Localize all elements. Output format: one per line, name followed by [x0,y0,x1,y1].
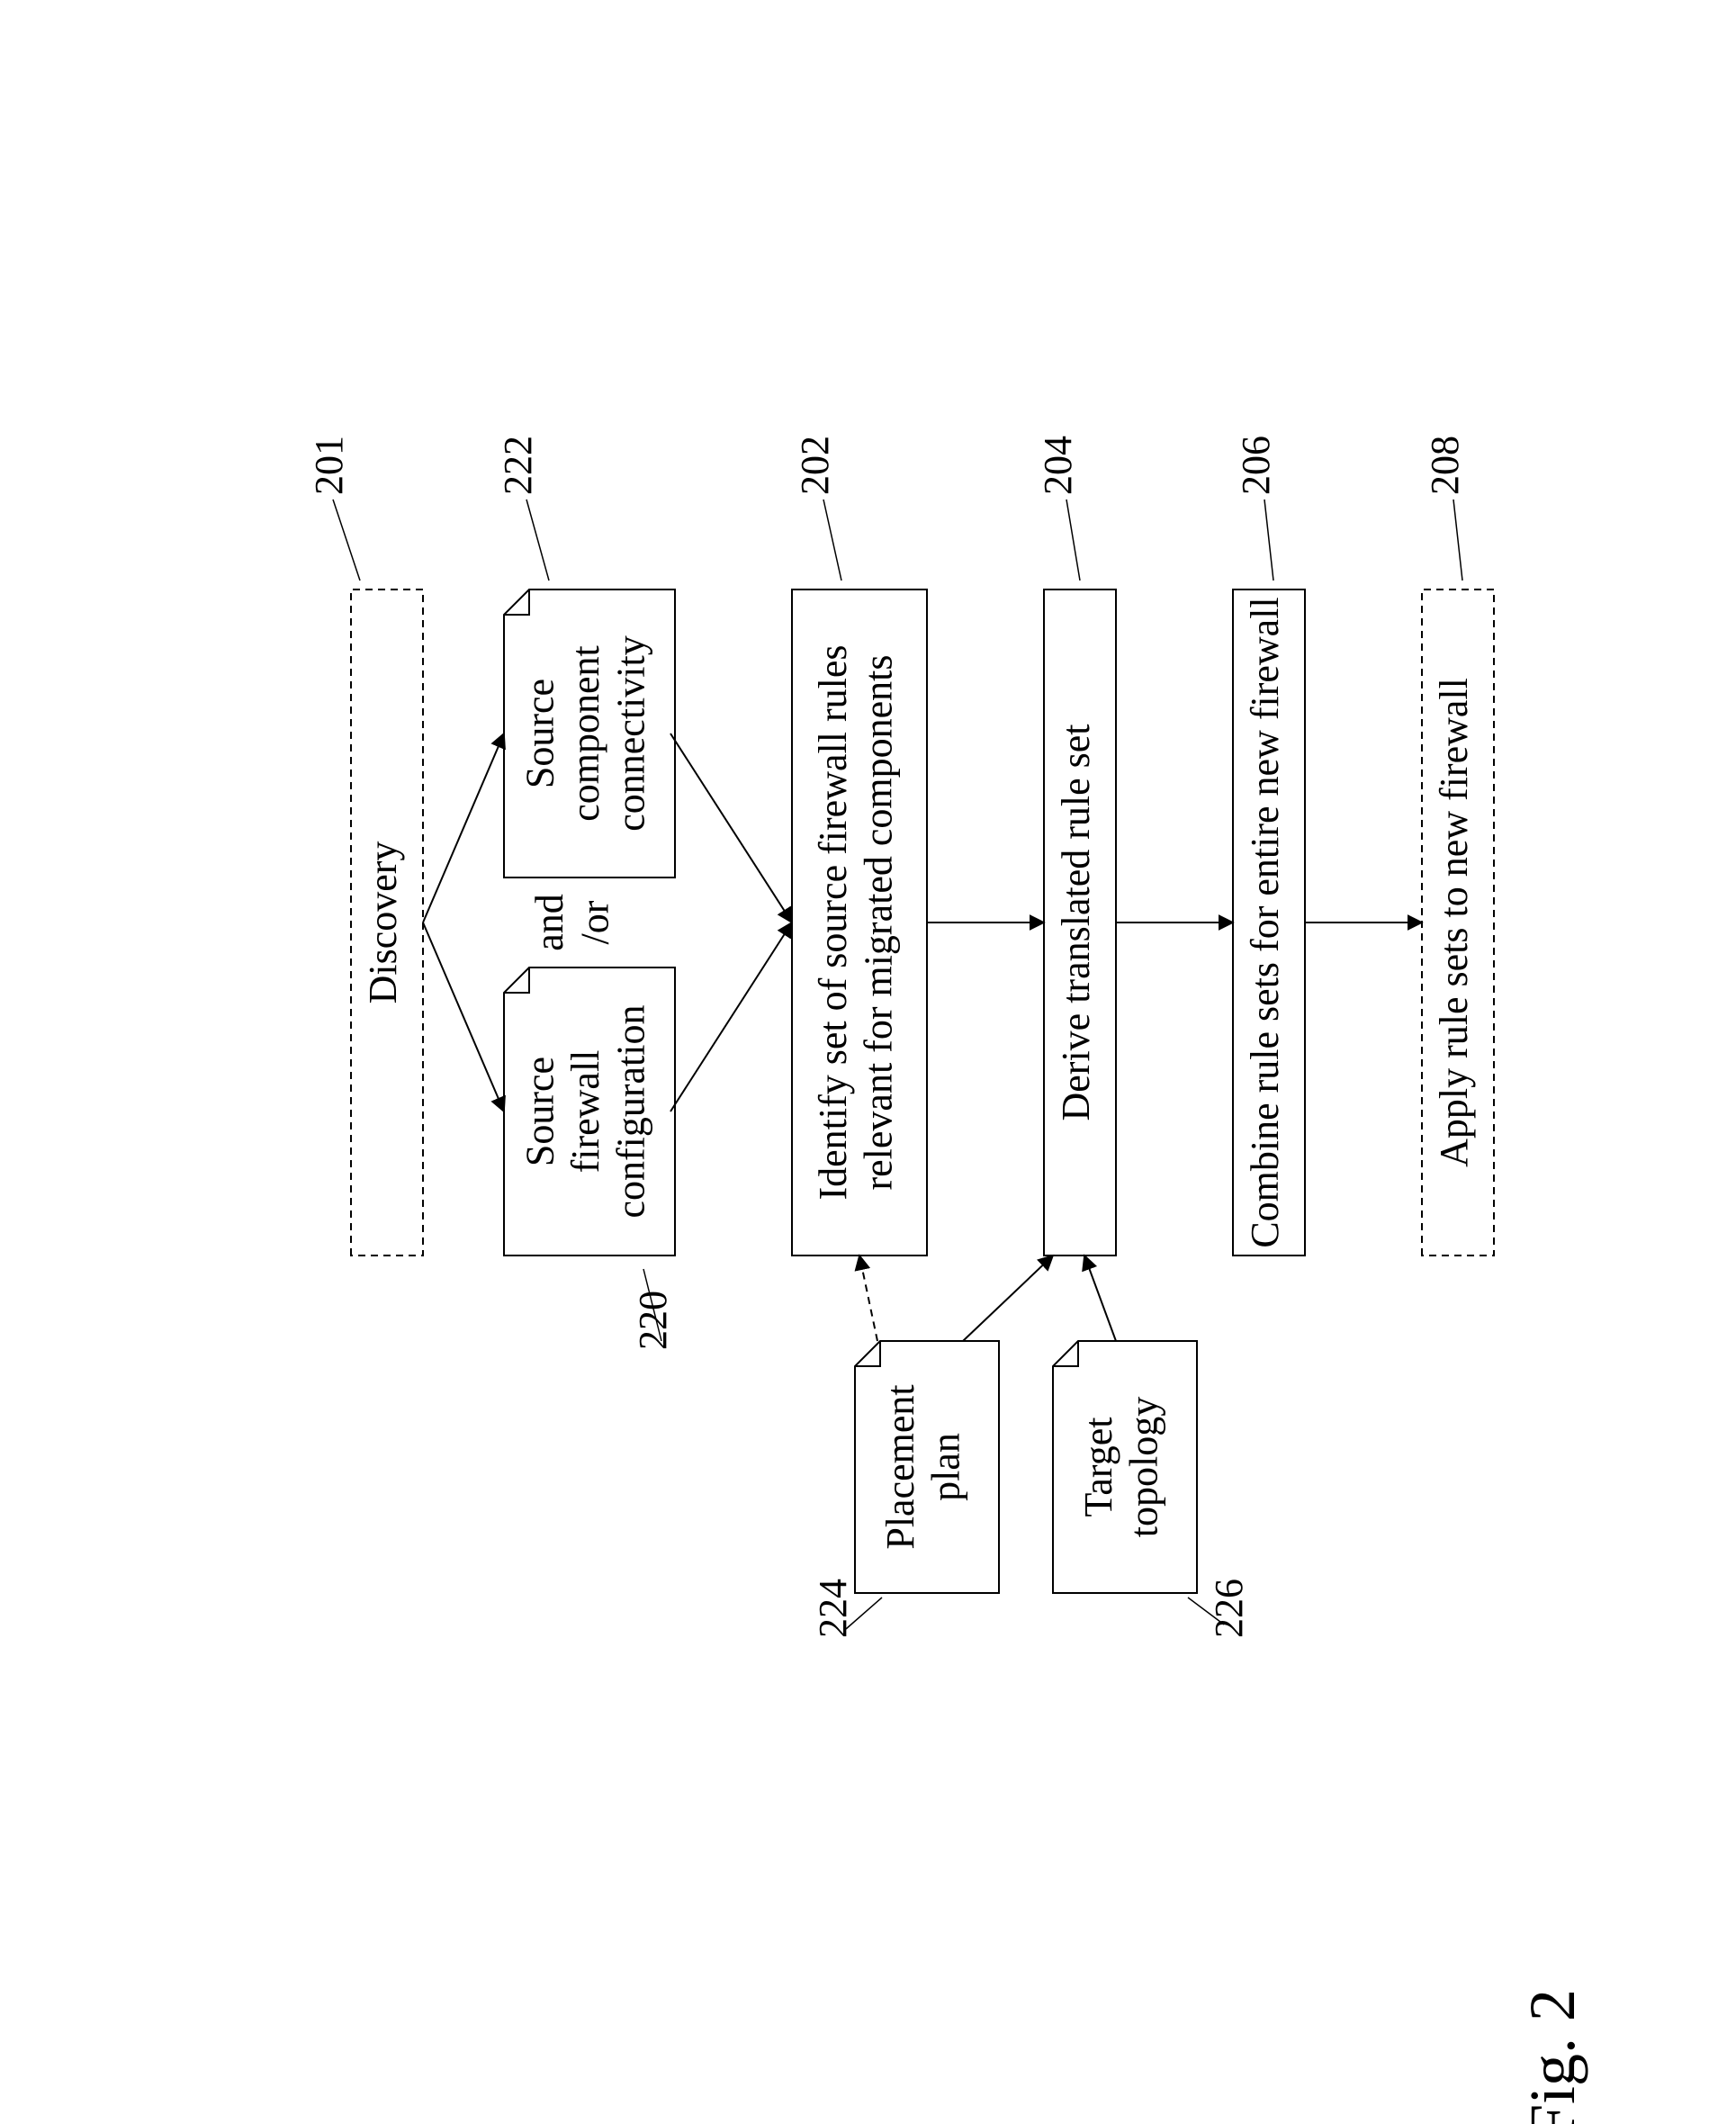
svg-text:and: and [527,894,571,951]
svg-text:Target: Target [1076,1418,1120,1517]
svg-text:Source: Source [517,1057,562,1166]
edge-2 [670,922,792,1112]
edge-8 [963,1256,1053,1341]
svg-text:component: component [563,645,607,822]
figure-label: Fig. 2 [1516,1989,1588,2124]
svg-text:Identify set of source firewal: Identify set of source firewall rules [811,645,855,1201]
svg-text:connectivity: connectivity [609,635,653,832]
svg-text:Combine rule sets for entire n: Combine rule sets for entire new firewal… [1243,597,1287,1247]
leader-3 [1066,500,1080,580]
ref-202: 202 [793,436,837,495]
diagram-layer: Discovery201Sourcefirewallconfiguration2… [307,436,1588,2124]
svg-text:plan: plan [923,1433,967,1501]
edge-1 [423,734,504,922]
edge-0 [423,922,504,1112]
ref-206: 206 [1234,436,1278,495]
svg-text:Placement: Placement [878,1384,922,1549]
ref-226: 226 [1207,1579,1251,1638]
leader-1 [526,500,549,580]
ref-208: 208 [1423,436,1467,495]
ref-201: 201 [307,436,351,495]
edge-7 [859,1256,877,1341]
leader-0 [333,500,360,580]
ref-224: 224 [811,1579,855,1638]
svg-text:Apply rule sets to new firewal: Apply rule sets to new firewall [1432,678,1476,1167]
leader-2 [823,500,841,580]
svg-text:/or: /or [572,900,616,944]
edge-9 [1084,1256,1116,1341]
edge-3 [670,734,792,922]
leader-4 [1264,500,1273,580]
svg-text:Source: Source [517,679,562,788]
ref-222: 222 [496,436,540,495]
svg-text:configuration: configuration [609,1004,653,1218]
ref-204: 204 [1036,436,1080,495]
svg-text:Derive translated rule set: Derive translated rule set [1054,724,1098,1120]
svg-text:topology: topology [1121,1397,1165,1537]
svg-text:relevant for migrated componen: relevant for migrated components [856,654,900,1190]
svg-text:firewall: firewall [563,1050,607,1174]
leader-5 [1453,500,1462,580]
svg-text:Discovery: Discovery [361,842,405,1004]
ref-220: 220 [631,1291,675,1350]
